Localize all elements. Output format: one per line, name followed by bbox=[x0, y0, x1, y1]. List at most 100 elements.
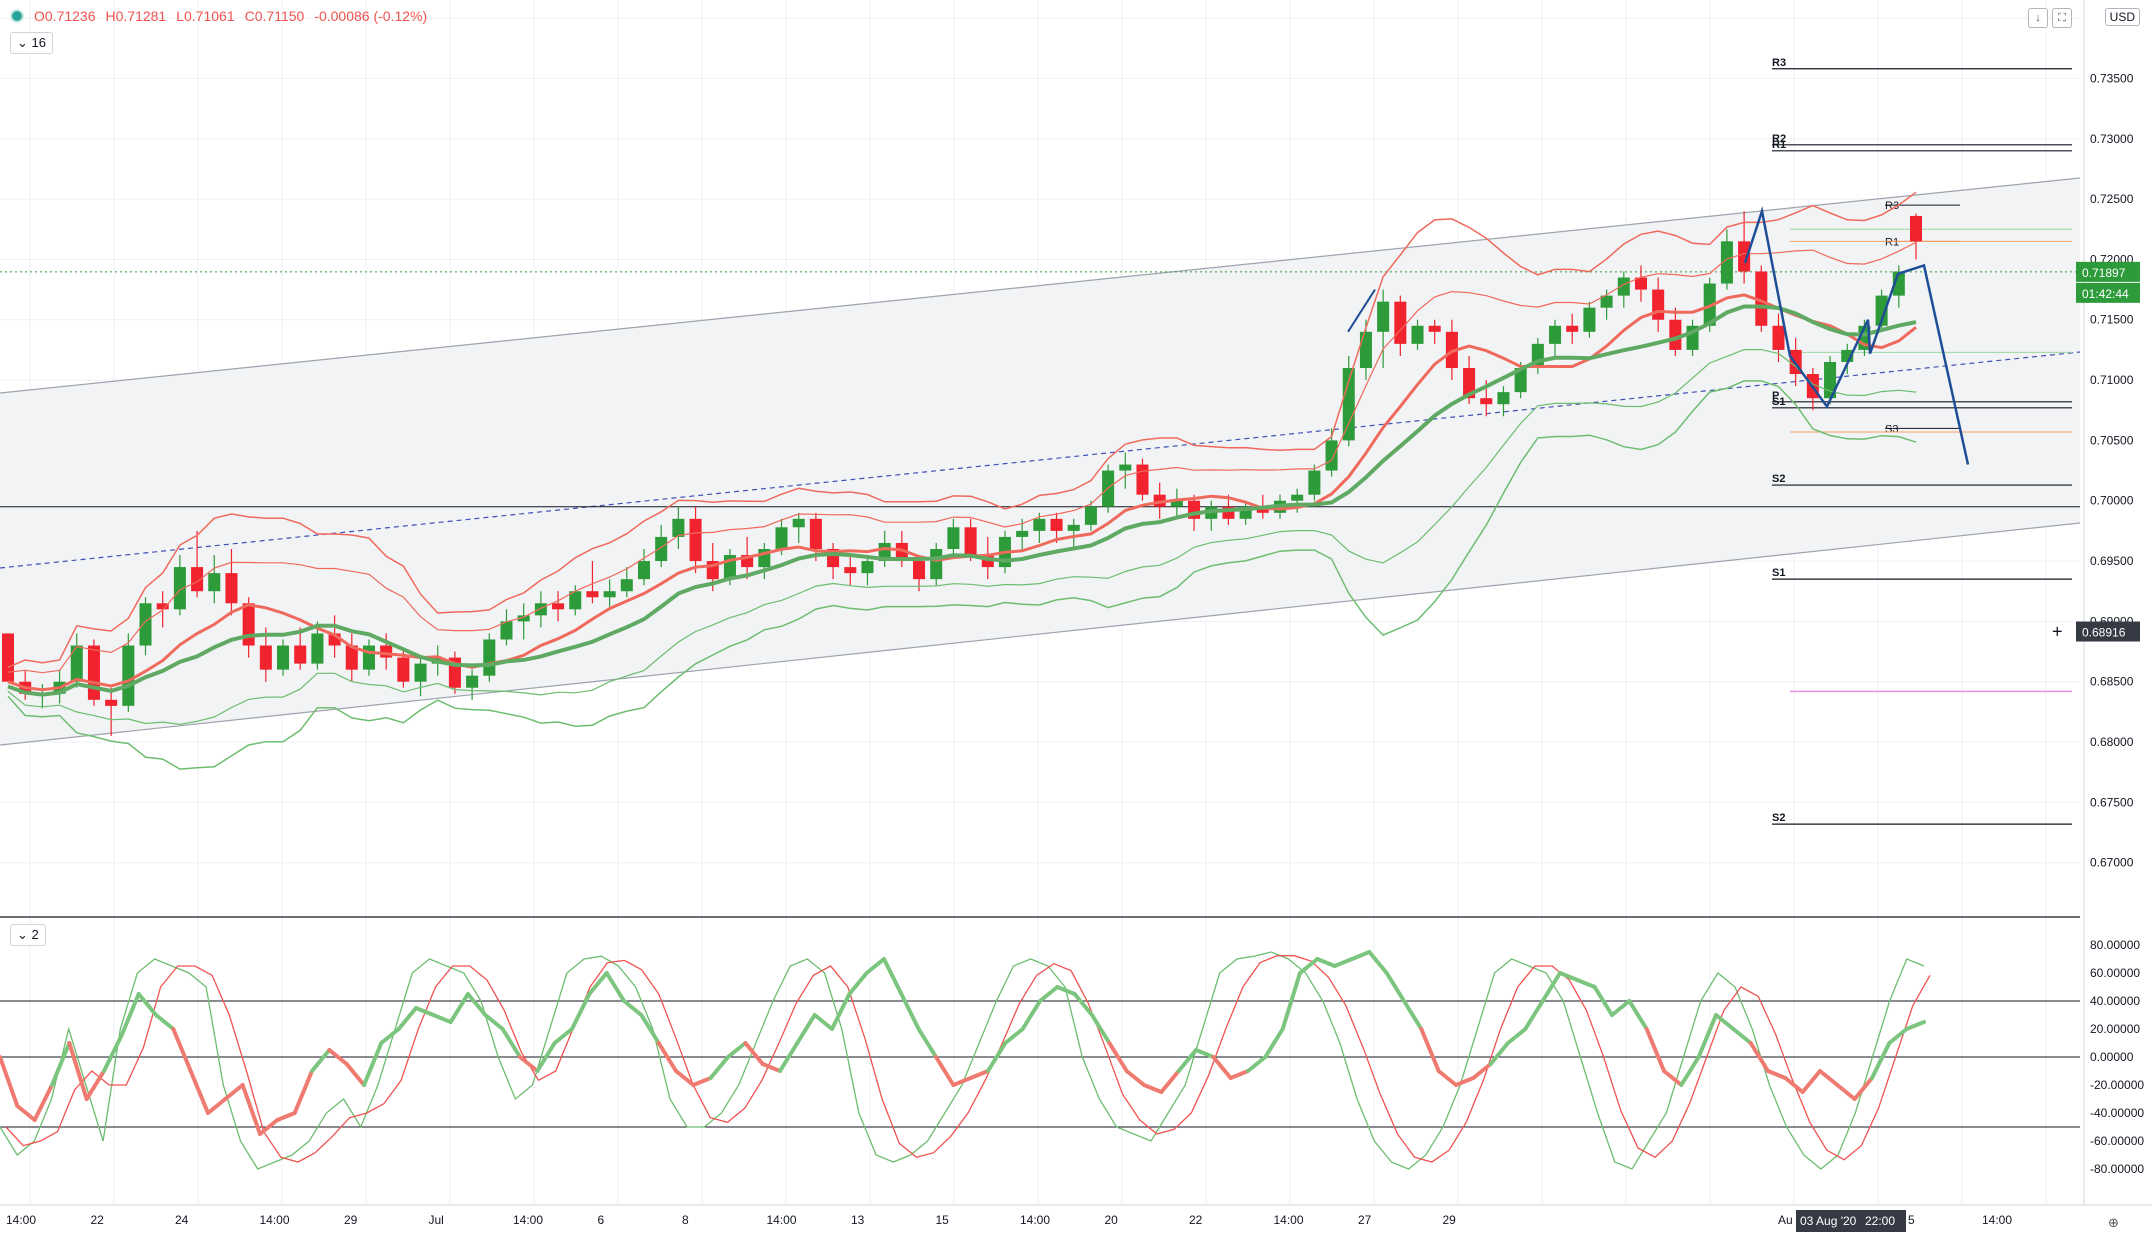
price-axis-label: 0.70500 bbox=[2090, 433, 2134, 447]
bullish-candle bbox=[1617, 277, 1630, 296]
indicators-toggle-button[interactable]: ⌄ 16 bbox=[10, 32, 53, 54]
bearish-candle bbox=[844, 567, 857, 574]
time-axis-label: 20 bbox=[1105, 1213, 1119, 1227]
bearish-candle bbox=[809, 518, 822, 549]
oscillator-main-segment bbox=[518, 1055, 540, 1073]
oscillator-signal-line bbox=[5, 955, 1931, 1163]
time-axis-label: 14:00 bbox=[6, 1213, 36, 1227]
bullish-candle bbox=[655, 536, 668, 562]
pivot-level-label: S1 bbox=[1772, 396, 1785, 408]
bearish-candle bbox=[1738, 241, 1751, 272]
bearish-candle bbox=[1755, 271, 1768, 326]
oscillator-toggle-button[interactable]: ⌄ 2 bbox=[10, 924, 46, 946]
oscillator-main-segment bbox=[691, 1076, 713, 1087]
channel-midline bbox=[0, 351, 2081, 569]
bearish-candle bbox=[1463, 368, 1476, 399]
bullish-candle bbox=[1325, 440, 1338, 471]
bearish-candle bbox=[1394, 301, 1407, 344]
oscillator-main-segment bbox=[812, 1013, 834, 1031]
inner-pivot-label: R1 bbox=[1885, 236, 1899, 248]
pivot-level-label: R3 bbox=[1772, 57, 1786, 69]
bullish-candle bbox=[517, 615, 530, 622]
oscillator-main-segment bbox=[396, 1006, 418, 1031]
oscillator-main-segment bbox=[327, 1048, 349, 1066]
crosshair-time-label: 22:00 bbox=[1865, 1214, 1895, 1228]
oscillator-main-segment bbox=[1766, 1069, 1788, 1080]
oscillator-main-segment bbox=[1350, 950, 1372, 961]
oscillator-main-segment bbox=[1107, 1041, 1129, 1073]
crosshair-plus-icon: + bbox=[2052, 622, 2063, 642]
fullscreen-icon[interactable]: ⛶ bbox=[2052, 8, 2072, 28]
time-axis-label: 27 bbox=[1358, 1213, 1372, 1227]
inner-pivot-label: S3 bbox=[1885, 423, 1898, 435]
price-axis-label: 0.67000 bbox=[2090, 856, 2134, 870]
oscillator-main-segment bbox=[708, 1055, 730, 1080]
bearish-candle bbox=[964, 527, 977, 556]
oscillator-main-segment bbox=[379, 1027, 401, 1045]
crosshair-price-label: 0.68916 bbox=[2082, 626, 2126, 640]
inner-pivot-label: R3 bbox=[1885, 200, 1899, 212]
bullish-candle bbox=[483, 639, 496, 676]
oscillator-main-segment bbox=[1176, 1048, 1198, 1073]
oscillator-main-segment bbox=[1800, 1069, 1822, 1094]
oscillator-main-segment bbox=[1402, 999, 1424, 1031]
bearish-candle bbox=[1772, 325, 1785, 350]
indicator-count: 16 bbox=[31, 35, 46, 50]
pivot-level-label: S1 bbox=[1772, 567, 1785, 579]
bearish-candle bbox=[294, 645, 307, 664]
bullish-candle bbox=[1359, 331, 1372, 369]
oscillator-main-segment bbox=[535, 1041, 557, 1073]
time-axis-label: 22 bbox=[91, 1213, 105, 1227]
oscillator-main-segment bbox=[1610, 999, 1632, 1017]
bullish-candle bbox=[1377, 301, 1390, 332]
oscillator-main-segment bbox=[1506, 1027, 1528, 1045]
oscillator-main-segment bbox=[1870, 1041, 1892, 1080]
oscillator-main-segment bbox=[1488, 1041, 1510, 1066]
current-price-tag bbox=[2076, 261, 2140, 282]
oscillator-main-segment bbox=[1090, 1013, 1112, 1045]
oscillator-main-segment bbox=[1454, 1076, 1476, 1087]
oscillator-main-segment bbox=[292, 1069, 314, 1115]
oscillator-main-segment bbox=[188, 1069, 210, 1115]
bullish-candle bbox=[139, 603, 152, 646]
bullish-candle bbox=[534, 603, 547, 616]
oscillator-main-segment bbox=[986, 1041, 1008, 1073]
oscillator-main-segment bbox=[1852, 1076, 1874, 1101]
time-axis-label: 24 bbox=[175, 1213, 189, 1227]
ohlc-legend: O0.71236 H0.71281 L0.71061 C0.71150 -0.0… bbox=[10, 8, 427, 24]
oscillator-fast-line bbox=[0, 951, 1925, 1170]
oscillator-axis-label: -80.00000 bbox=[2090, 1162, 2144, 1176]
currency-label[interactable]: USD bbox=[2104, 8, 2140, 26]
oscillator-main-segment bbox=[778, 1041, 800, 1073]
bearish-candle bbox=[913, 561, 926, 580]
regression-channel-fill bbox=[0, 178, 2080, 745]
countdown-tag bbox=[2076, 282, 2140, 303]
bullish-candle bbox=[70, 645, 83, 682]
bearish-candle bbox=[895, 542, 908, 562]
price-axis-label: 0.73500 bbox=[2090, 71, 2134, 85]
oscillator-main-segment bbox=[362, 1041, 384, 1087]
oscillator-main-segment bbox=[934, 1055, 956, 1087]
oscillator-main-segment bbox=[344, 1062, 366, 1087]
scroll-down-icon[interactable]: ↓ bbox=[2028, 8, 2048, 28]
oscillator-main-segment bbox=[1419, 1027, 1441, 1073]
bullish-candle bbox=[1119, 464, 1132, 471]
oscillator-main-segment bbox=[1887, 1027, 1909, 1045]
oscillator-main-segment bbox=[136, 992, 158, 1017]
time-axis-label: 14:00 bbox=[513, 1213, 543, 1227]
time-axis-label: Jul bbox=[429, 1213, 444, 1227]
oscillator-main-segment bbox=[882, 957, 904, 996]
oscillator-main-segment bbox=[587, 971, 609, 996]
bearish-candle bbox=[1669, 319, 1682, 350]
oscillator-main-segment bbox=[604, 971, 626, 1003]
bullish-candle bbox=[1308, 470, 1321, 495]
oscillator-main-segment bbox=[639, 1013, 661, 1045]
channel-upper-line bbox=[0, 177, 2081, 394]
bearish-candle bbox=[156, 603, 169, 610]
oscillator-main-segment bbox=[240, 1083, 262, 1136]
oscillator-main-segment bbox=[171, 1027, 193, 1073]
oscillator-main-segment bbox=[1315, 957, 1337, 968]
high-value: H0.71281 bbox=[105, 8, 167, 24]
